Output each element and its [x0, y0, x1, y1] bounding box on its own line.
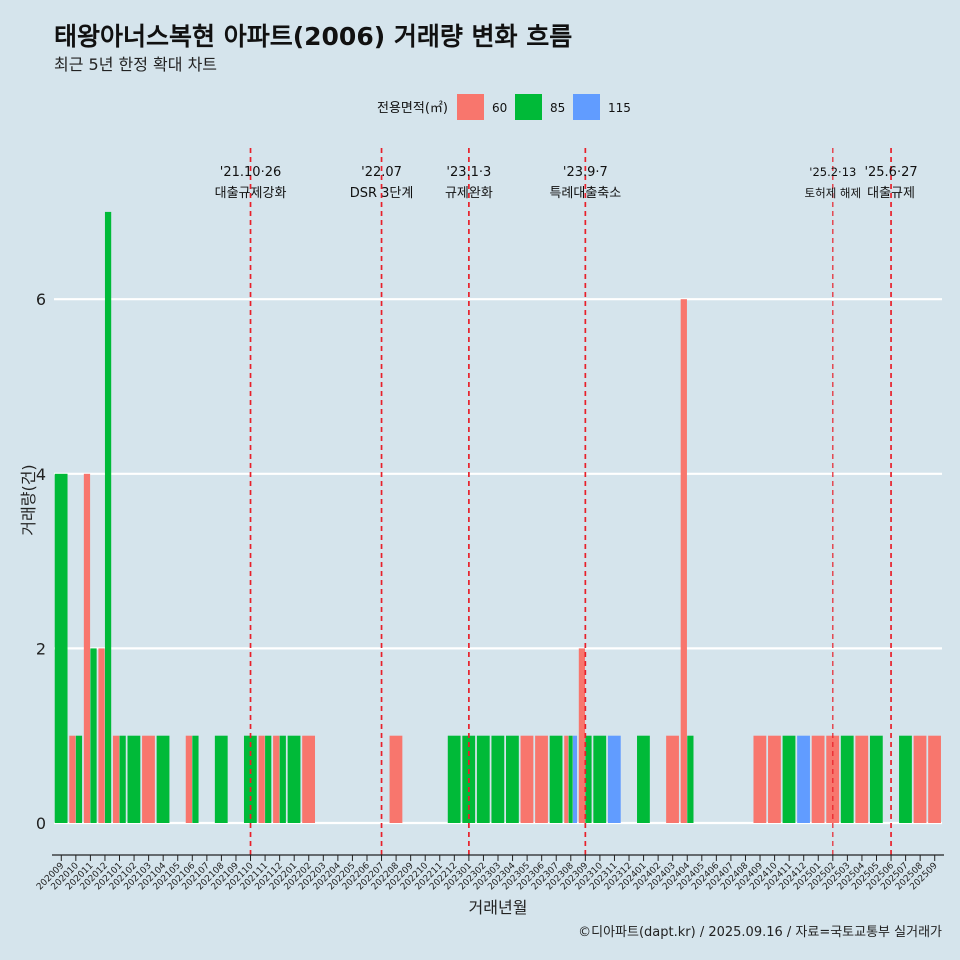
- y-tick-label: 0: [36, 814, 46, 833]
- event-label: 규제완화: [445, 186, 493, 201]
- bar-85-202011: [90, 648, 97, 823]
- y-tick-label: 6: [36, 290, 46, 309]
- bar-60-202410: [768, 735, 781, 823]
- bar-85-202310: [593, 735, 607, 823]
- bar-60-202509: [928, 735, 941, 823]
- bar-60-202112: [273, 735, 280, 823]
- legend-title: 전용면적(㎡): [377, 101, 448, 116]
- y-axis-label: 거래량(건): [19, 464, 38, 535]
- event-label: 대출규제강화: [215, 186, 287, 201]
- event-date: '25.6·27: [864, 165, 917, 180]
- bar-85-202112: [279, 735, 286, 823]
- event-label: 대출규제: [867, 186, 915, 201]
- bar-60-202106: [185, 735, 192, 823]
- bar-85-202411: [782, 735, 796, 823]
- bar-60-202111: [258, 735, 265, 823]
- bar-60-202504: [855, 735, 869, 823]
- bar-85-202505: [869, 735, 883, 823]
- bar-60-202309: [578, 648, 586, 823]
- bar-85-202308: [568, 735, 573, 823]
- event-date: '23.9·7: [563, 165, 608, 180]
- bar-85-202009: [54, 473, 68, 823]
- bar-85-202104: [156, 735, 170, 823]
- bar-60-202501: [811, 735, 825, 823]
- legend-label: 85: [550, 101, 565, 115]
- bar-60-202208: [389, 735, 403, 823]
- y-axis: 0 2 4 6: [36, 290, 46, 833]
- bar-85-202302: [476, 735, 490, 823]
- event-label: DSR 3단계: [350, 186, 414, 201]
- y-tick-label: 2: [36, 639, 46, 658]
- event-label: 토허제 해제: [805, 186, 862, 200]
- bar-85-202309: [585, 735, 592, 823]
- bar-85-202111: [265, 735, 272, 823]
- bar-85-202401: [637, 735, 650, 823]
- x-axis-label: 거래년월: [469, 898, 528, 917]
- event-date: '23.1·3: [446, 165, 491, 180]
- bar-60-202308: [564, 735, 569, 823]
- bar-115-202308: [572, 735, 578, 823]
- bar-85-202404: [687, 735, 694, 823]
- bar-60-202202: [302, 735, 316, 823]
- caption: ©디아파트(dapt.kr) / 2025.09.16 / 자료=국토교통부 실…: [578, 925, 942, 940]
- bar-85-202012: [104, 211, 112, 823]
- legend-swatch-115: [573, 94, 600, 120]
- legend-label: 60: [492, 101, 507, 115]
- event-markers: '21.10·26 대출규제강화 '22.07 DSR 3단계 '23.1·3 규제완화 '…: [215, 148, 918, 855]
- event-label: 특례대출축소: [549, 186, 621, 201]
- bar-85-202507: [899, 735, 912, 823]
- legend-label: 115: [608, 101, 631, 115]
- legend-swatch-85: [515, 94, 542, 120]
- bar-60-202409: [753, 735, 767, 823]
- bar-60-202103: [142, 735, 155, 823]
- bar-60-202306: [535, 735, 548, 823]
- bar-60-202404: [680, 299, 687, 823]
- legend-swatch-60: [457, 94, 484, 120]
- bar-60-202508: [913, 735, 927, 823]
- bar-85-202106: [192, 735, 199, 823]
- event-date: '22.07: [361, 165, 402, 180]
- event-date: '25.2·13: [809, 165, 856, 179]
- bar-115-202311: [607, 735, 621, 823]
- bar-85-202010: [75, 735, 83, 823]
- bar-60-202101: [112, 735, 120, 823]
- bar-60-202010: [69, 735, 76, 823]
- event-date: '21.10·26: [220, 165, 281, 180]
- bar-85-202201: [287, 735, 301, 823]
- bar-85-202303: [491, 735, 505, 823]
- bar-115-202412: [797, 735, 810, 823]
- bar-85-202108: [214, 735, 228, 823]
- bar-85-202503: [840, 735, 854, 823]
- y-tick-label: 4: [36, 465, 46, 484]
- legend: 전용면적(㎡) 60 85 115: [377, 94, 631, 120]
- chart-subtitle: 최근 5년 한정 확대 차트: [54, 55, 217, 74]
- bar-85-202304: [506, 735, 519, 823]
- bar-85-202307: [549, 735, 563, 823]
- bar-60-202305: [520, 735, 534, 823]
- chart-title: 태왕아너스복현 아파트(2006) 거래량 변화 흐름: [54, 22, 572, 51]
- bar-85-202102: [127, 735, 141, 823]
- bars: [54, 211, 941, 823]
- x-axis: 2020092020102020112020122021012021022021…: [35, 854, 944, 892]
- bar-85-202101: [119, 735, 126, 823]
- bar-60-202012: [98, 648, 105, 823]
- bar-60-202403: [666, 735, 679, 823]
- bar-60-202011: [83, 473, 91, 823]
- bar-85-202212: [447, 735, 461, 823]
